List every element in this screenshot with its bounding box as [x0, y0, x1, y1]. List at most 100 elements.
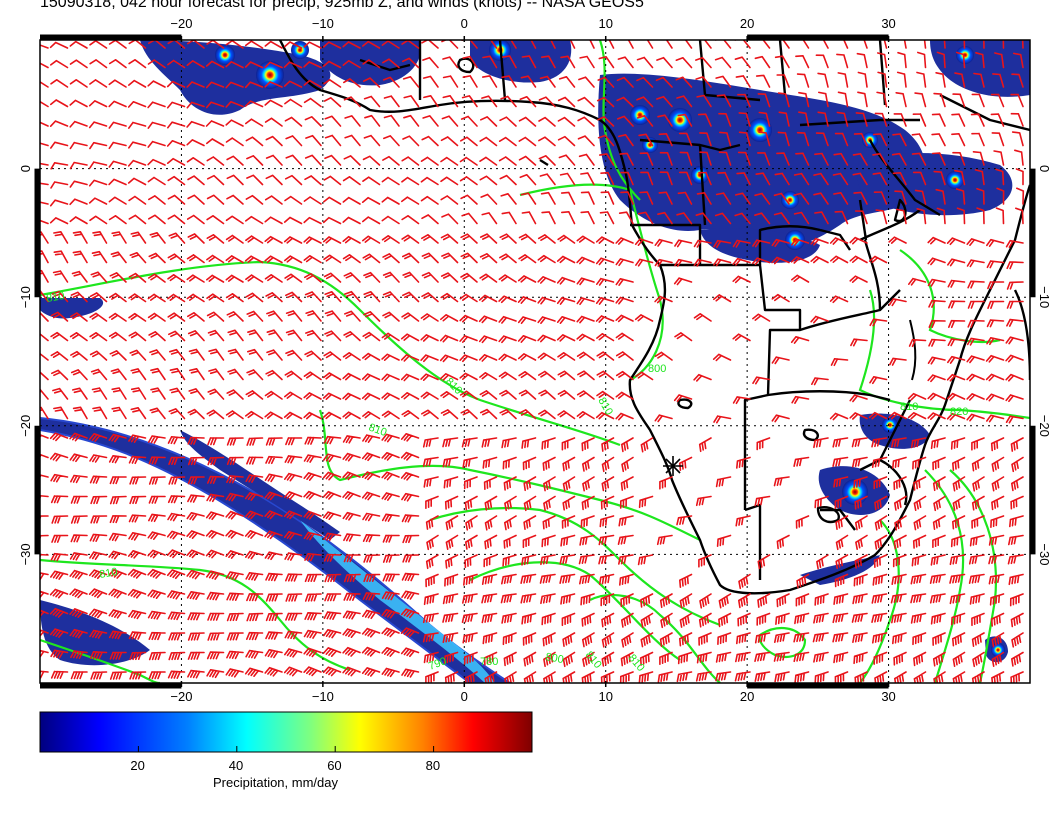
wind-barb: [582, 632, 595, 648]
madagascar: [1013, 289, 1030, 381]
wind-barb: [49, 628, 69, 638]
wind-barb: [264, 99, 283, 108]
wind-barb: [246, 369, 264, 381]
wind-barb: [771, 238, 790, 247]
wind-barb: [654, 414, 673, 423]
wind-barb: [206, 651, 225, 660]
wind-barb: [421, 135, 439, 147]
wind-barb: [245, 550, 264, 560]
wind-barb: [598, 56, 615, 69]
wind-barb: [543, 671, 556, 683]
wind-barb: [1014, 149, 1024, 166]
wind-barb: [771, 293, 790, 303]
wind-barb: [167, 175, 186, 186]
wind-barb: [40, 352, 49, 361]
wind-barb: [896, 208, 907, 225]
wind-barb: [445, 515, 459, 531]
wind-barb: [205, 101, 225, 109]
wind-barb: [949, 593, 966, 605]
wind-barb: [147, 59, 166, 69]
wind-barb: [169, 348, 186, 361]
wind-barb: [166, 101, 186, 109]
wind-barb: [560, 55, 576, 69]
wind-barb: [931, 152, 946, 166]
wind-barb: [968, 573, 985, 584]
wind-barb: [187, 632, 205, 641]
wind-barb: [933, 495, 946, 512]
wind-barb: [479, 156, 498, 166]
wind-barb: [956, 51, 966, 69]
wind-barb: [343, 573, 361, 583]
wind-barb: [150, 387, 166, 400]
wind-barb: [401, 176, 420, 186]
wind-barb: [422, 115, 439, 127]
wind-barb: [382, 534, 400, 543]
wind-barb: [1002, 40, 1005, 49]
x-tick-label: −10: [312, 16, 334, 31]
wind-barb: [322, 411, 342, 420]
wind-barb: [540, 554, 556, 566]
wind-barb: [928, 338, 946, 347]
wind-barb: [53, 250, 69, 264]
wind-barb: [382, 291, 400, 303]
wind-barb: [109, 272, 127, 283]
wind-barb: [615, 351, 634, 361]
wind-barb: [343, 155, 361, 166]
wind-barb: [40, 231, 49, 244]
wind-barb: [679, 151, 693, 166]
wind-barb: [484, 534, 498, 550]
wind-barb: [718, 593, 732, 609]
wind-barb: [322, 60, 342, 69]
wind-barb: [462, 75, 478, 88]
wind-barb: [420, 176, 439, 186]
wind-barb: [521, 612, 537, 625]
wind-barb: [996, 187, 1005, 205]
wind-barb: [952, 93, 966, 108]
wind-barb: [894, 671, 907, 683]
wind-barb: [381, 433, 400, 443]
wind-barb: [264, 216, 283, 225]
wind-barb: [843, 40, 849, 49]
wind-barb: [947, 355, 966, 364]
wind-barb: [715, 476, 732, 488]
wind-barb: [499, 116, 517, 127]
wind-barb: [483, 651, 498, 666]
wind-barb: [402, 291, 420, 303]
wind-barb: [322, 511, 342, 520]
wind-barb: [698, 437, 712, 453]
wind-barb: [929, 573, 946, 584]
wind-barb: [737, 93, 751, 108]
wind-barb: [935, 188, 946, 205]
wind-barb: [342, 666, 361, 677]
contour-label: 810: [367, 422, 388, 440]
wind-barb: [481, 437, 498, 448]
wind-barb: [52, 270, 69, 283]
wind-barb: [1005, 354, 1024, 363]
wind-barb: [618, 554, 634, 565]
wind-barb: [578, 153, 595, 166]
wind-barb: [718, 612, 732, 628]
wind-barb: [226, 592, 244, 601]
wind-barb: [538, 96, 556, 108]
wind-barb: [423, 593, 439, 606]
wind-barb: [72, 406, 88, 420]
wind-barb: [147, 435, 166, 444]
wind-barb: [600, 495, 615, 510]
wind-barb: [634, 238, 654, 246]
wind-barb: [580, 593, 595, 606]
wind-barb: [322, 471, 342, 481]
wind-barb: [699, 593, 712, 609]
wind-barb: [576, 333, 595, 342]
wind-barb: [460, 408, 478, 420]
wind-barb: [484, 671, 498, 683]
wind-barb: [128, 214, 147, 225]
wind-barb: [990, 113, 1005, 127]
wind-barb: [343, 331, 361, 342]
wind-barb: [576, 256, 595, 265]
wind-barb: [971, 456, 985, 472]
wind-barb: [986, 337, 1005, 346]
wind-barb: [576, 390, 595, 400]
wind-barb: [976, 207, 985, 225]
wind-barb: [853, 132, 868, 147]
